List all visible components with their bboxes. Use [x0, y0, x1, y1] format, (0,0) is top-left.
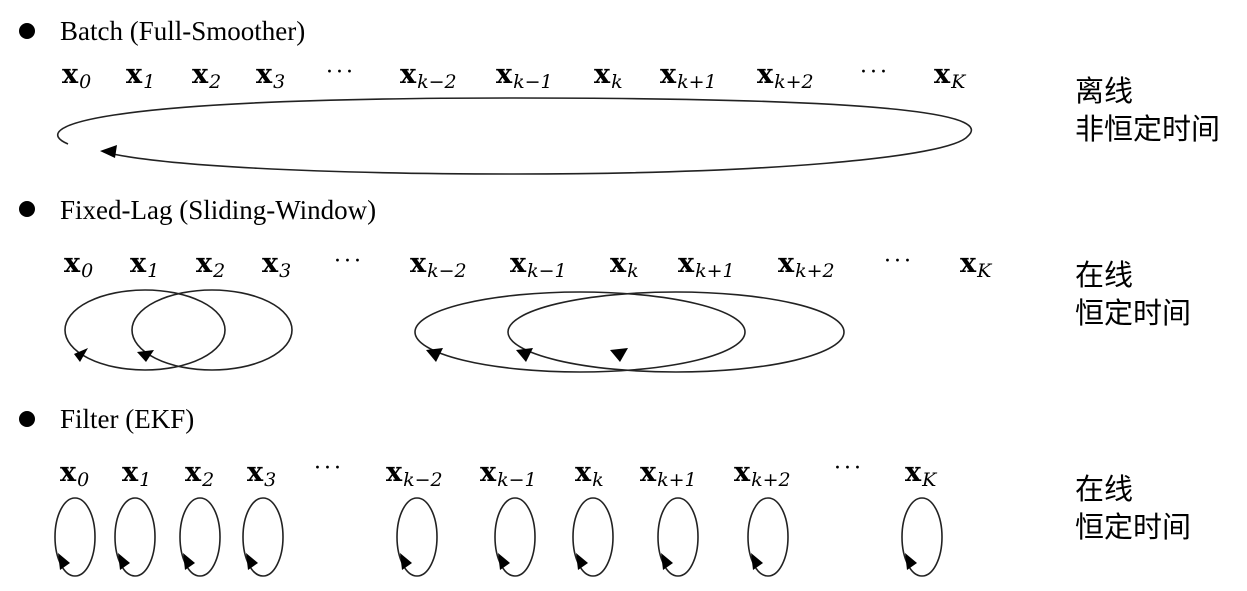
variable-batch-x3: x3 [256, 59, 286, 94]
ellipsis-fixedlag-left: ··· [334, 249, 364, 274]
filter-loop-x0-arrowhead [58, 553, 70, 570]
fixedlag-loop-4-ellipse [507, 291, 845, 373]
label-fixedlag-constant-time: 恒定时间 [1075, 296, 1192, 330]
fixedlag-loop-3-arrowhead [426, 348, 443, 362]
label-filter-constant-time: 恒定时间 [1075, 510, 1192, 544]
filter-loop-xk+2-ellipse [747, 497, 789, 577]
filter-loop-x1-ellipse [114, 497, 156, 577]
filter-loop-xk+1-arrowhead [661, 553, 673, 570]
section-title-filter: Filter (EKF) [60, 404, 195, 434]
variable-filter-xk+2: xk+2 [734, 457, 791, 492]
filter-loop-xk+2 [747, 497, 789, 577]
variable-batch-xK: xK [934, 59, 966, 94]
section-title-batch: Batch (Full-Smoother) [60, 16, 306, 46]
filter-loop-x2-arrowhead [183, 553, 195, 570]
fixedlag-loop-2-arrowhead [137, 350, 154, 362]
filter-loop-x3-arrowhead [246, 553, 258, 570]
filter-loop-xk+1-ellipse [657, 497, 699, 577]
filter-loop-xk+2-arrowhead [751, 553, 763, 570]
variable-filter-xk+1: xk+1 [640, 457, 697, 492]
filter-loop-xK-ellipse [901, 497, 943, 577]
filter-loop-x2 [179, 497, 221, 577]
label-batch-offline: 离线 [1075, 74, 1134, 108]
filter-loop-x1 [114, 497, 156, 577]
variable-batch-xk+2: xk+2 [757, 59, 814, 94]
fixedlag-loop-5-arrowhead [610, 348, 628, 362]
variable-fixedlag-xk-1: xk−1 [510, 248, 567, 283]
variable-batch-xk-2: xk−2 [400, 59, 457, 94]
label-fixedlag-online: 在线 [1075, 258, 1134, 292]
filter-loop-x0 [54, 497, 96, 577]
fixedlag-loop-4-arrowhead [516, 348, 533, 362]
filter-loop-x1-arrowhead [118, 553, 130, 570]
variable-fixedlag-xk+1: xk+1 [678, 248, 735, 283]
filter-loop-xK [901, 497, 943, 577]
variable-fixedlag-xk-2: xk−2 [410, 248, 467, 283]
filter-loop-xk-arrowhead [576, 553, 588, 570]
variable-batch-x2: x2 [192, 59, 222, 94]
ellipsis-fixedlag-right: ··· [884, 249, 914, 274]
ellipsis-batch-right: ··· [860, 60, 890, 85]
batch-loop [56, 97, 973, 175]
fixedlag-window-loop-4 [507, 291, 845, 373]
ellipsis-filter-right: ··· [834, 456, 864, 481]
filter-loop-xk-2-arrowhead [400, 553, 412, 570]
fixedlag-window-loop-2 [131, 289, 293, 371]
filter-loop-xK-arrowhead [905, 553, 917, 570]
variable-fixedlag-x1: x1 [130, 248, 160, 283]
filter-loop-xk-1-ellipse [494, 497, 536, 577]
variable-fixedlag-x3: x3 [262, 248, 292, 283]
filter-loop-xk [572, 497, 614, 577]
fixedlag-window-loop-5 [610, 348, 628, 362]
variable-filter-x2: x2 [185, 457, 215, 492]
variable-filter-xk: xk [575, 457, 604, 492]
label-filter-online: 在线 [1075, 472, 1134, 506]
variable-filter-xK: xK [905, 457, 937, 492]
bullet-batch [19, 23, 35, 39]
variable-batch-xk-1: xk−1 [496, 59, 553, 94]
variable-filter-x1: x1 [122, 457, 152, 492]
fixedlag-window-loop-1 [64, 289, 226, 371]
filter-loop-x3-ellipse [242, 497, 284, 577]
variable-fixedlag-x0: x0 [64, 248, 94, 283]
ellipsis-batch-left: ··· [326, 60, 356, 85]
section-title-fixed-lag: Fixed-Lag (Sliding-Window) [60, 195, 377, 225]
filter-loop-xk-2-ellipse [396, 497, 438, 577]
variable-filter-x3: x3 [247, 457, 277, 492]
filter-loop-x3 [242, 497, 284, 577]
filter-loop-xk-ellipse [572, 497, 614, 577]
fixedlag-window-loop-3 [414, 291, 746, 373]
variable-filter-x0: x0 [60, 457, 90, 492]
variable-filter-xk-2: xk−2 [386, 457, 443, 492]
variable-fixedlag-x2: x2 [196, 248, 226, 283]
filter-loop-xk-1-arrowhead [498, 553, 510, 570]
fixedlag-loop-2-ellipse [131, 289, 293, 371]
bullet-fixed-lag [19, 201, 35, 217]
variable-fixedlag-xk+2: xk+2 [778, 248, 835, 283]
batch-loop-arc [56, 97, 973, 175]
filter-self-loops [54, 497, 943, 577]
variable-fixedlag-xK: xK [960, 248, 992, 283]
ellipsis-filter-left: ··· [314, 456, 344, 481]
variable-batch-x0: x0 [62, 59, 92, 94]
label-batch-nonconstant-time: 非恒定时间 [1075, 112, 1221, 146]
batch-loop-arrowhead [100, 145, 117, 158]
filter-loop-xk+1 [657, 497, 699, 577]
variable-filter-xk-1: xk−1 [480, 457, 537, 492]
variable-fixedlag-xk: xk [610, 248, 639, 283]
variable-batch-x1: x1 [126, 59, 156, 94]
fixedlag-loop-1-ellipse [64, 289, 226, 371]
filter-loop-xk-2 [396, 497, 438, 577]
bullet-filter [19, 411, 35, 427]
filter-loop-x2-ellipse [179, 497, 221, 577]
fixedlag-loop-1-arrowhead [74, 348, 88, 362]
filter-loop-xk-1 [494, 497, 536, 577]
filter-loop-x0-ellipse [54, 497, 96, 577]
fixedlag-loop-3-ellipse [414, 291, 746, 373]
variable-batch-xk+1: xk+1 [660, 59, 717, 94]
variable-batch-xk: xk [594, 59, 623, 94]
